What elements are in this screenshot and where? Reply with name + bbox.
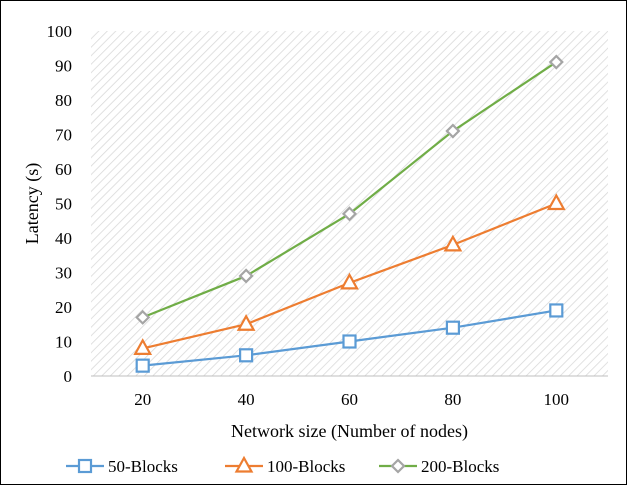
y-axis: 0 10 20 30 40 50 60 70 80 90 100 [47, 22, 73, 386]
x-tick-label: 60 [341, 390, 358, 409]
data-point-200-blocks [445, 123, 461, 139]
y-tick-label: 10 [55, 333, 72, 352]
legend-label-200-blocks: 200-Blocks [421, 457, 499, 476]
data-point-100-blocks [340, 272, 359, 290]
legend-marker-200-blocks [390, 458, 406, 474]
series-50-blocks [135, 303, 564, 373]
y-tick-label: 0 [64, 367, 73, 386]
data-point-200-blocks [238, 268, 254, 284]
data-point-100-blocks [236, 313, 256, 331]
data-point-200-blocks [548, 54, 564, 70]
data-point-50-blocks [135, 358, 150, 373]
data-point-100-blocks [546, 193, 566, 211]
y-tick-label: 40 [55, 229, 72, 248]
x-tick-label: 20 [134, 390, 151, 409]
legend-item-100-blocks: 100-Blocks [225, 455, 345, 476]
y-axis-title: Latency (s) [22, 163, 43, 244]
x-axis-title: Network size (Number of nodes) [231, 421, 468, 442]
legend-label-50-blocks: 50-Blocks [108, 457, 178, 476]
legend-marker-50-blocks [77, 458, 93, 474]
series-100-blocks [133, 193, 566, 355]
x-tick-label: 100 [544, 390, 570, 409]
y-tick-label: 90 [55, 57, 72, 76]
y-tick-label: 20 [55, 298, 72, 317]
series-200-blocks [135, 54, 564, 325]
legend-item-200-blocks: 200-Blocks [379, 457, 499, 476]
x-tick-label: 80 [444, 390, 461, 409]
x-tick-label: 40 [238, 390, 255, 409]
x-axis: 20 40 60 80 100 [134, 390, 569, 409]
y-tick-label: 100 [47, 22, 73, 41]
y-tick-label: 70 [55, 126, 72, 145]
data-point-50-blocks [239, 348, 254, 363]
y-tick-label: 80 [55, 91, 72, 110]
data-point-200-blocks [341, 206, 358, 222]
data-point-100-blocks [443, 234, 463, 252]
y-tick-label: 30 [55, 264, 72, 283]
data-point-50-blocks [445, 320, 460, 335]
data-point-50-blocks [549, 303, 564, 318]
y-tick-label: 60 [55, 160, 72, 179]
legend: 50-Blocks 100-Blocks 200-Blocks [66, 455, 499, 476]
legend-item-50-blocks: 50-Blocks [66, 457, 178, 476]
plot-area [91, 31, 608, 376]
legend-marker-100-blocks [234, 455, 254, 473]
legend-label-100-blocks: 100-Blocks [267, 457, 345, 476]
series-layer [133, 54, 566, 373]
y-tick-label: 50 [55, 195, 72, 214]
data-point-50-blocks [342, 334, 357, 349]
data-point-100-blocks [133, 338, 153, 355]
data-point-200-blocks [135, 309, 151, 325]
